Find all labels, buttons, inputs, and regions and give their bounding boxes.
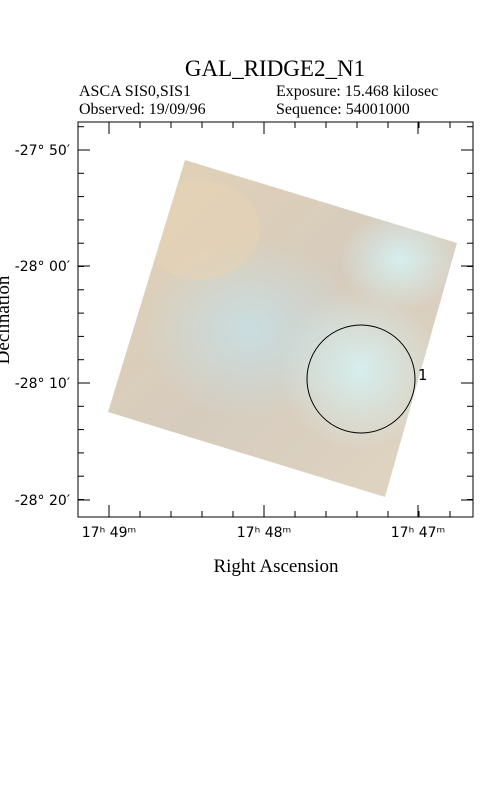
x-tick-label: 17ʰ 47ᵐ [391, 525, 445, 541]
exposure: Exposure: 15.468 kilosec [276, 83, 438, 100]
plot-frame [77, 121, 474, 518]
y-tick-label: -27° 50′ [15, 143, 70, 159]
y-tick-label: -28° 00′ [15, 259, 70, 275]
region-label: 1 [418, 366, 428, 384]
y-tick-label: -28° 20′ [15, 493, 70, 509]
observed: Observed: 19/09/96 [79, 101, 206, 118]
x-tick-label: 17ʰ 49ᵐ [82, 525, 136, 541]
xray-image [108, 160, 457, 497]
sequence: Sequence: 54001000 [276, 101, 410, 118]
source-region [306, 324, 416, 434]
y-tick-label: -28° 10′ [15, 376, 70, 392]
title: GAL_RIDGE2_N1 [185, 56, 365, 81]
x-tick-label: 17ʰ 48ᵐ [237, 525, 291, 541]
frame-ticks [78, 122, 473, 517]
x-axis-label: Right Ascension [213, 556, 339, 577]
y-axis-label: Declination [0, 275, 14, 364]
instrument: ASCA SIS0,SIS1 [79, 83, 191, 100]
